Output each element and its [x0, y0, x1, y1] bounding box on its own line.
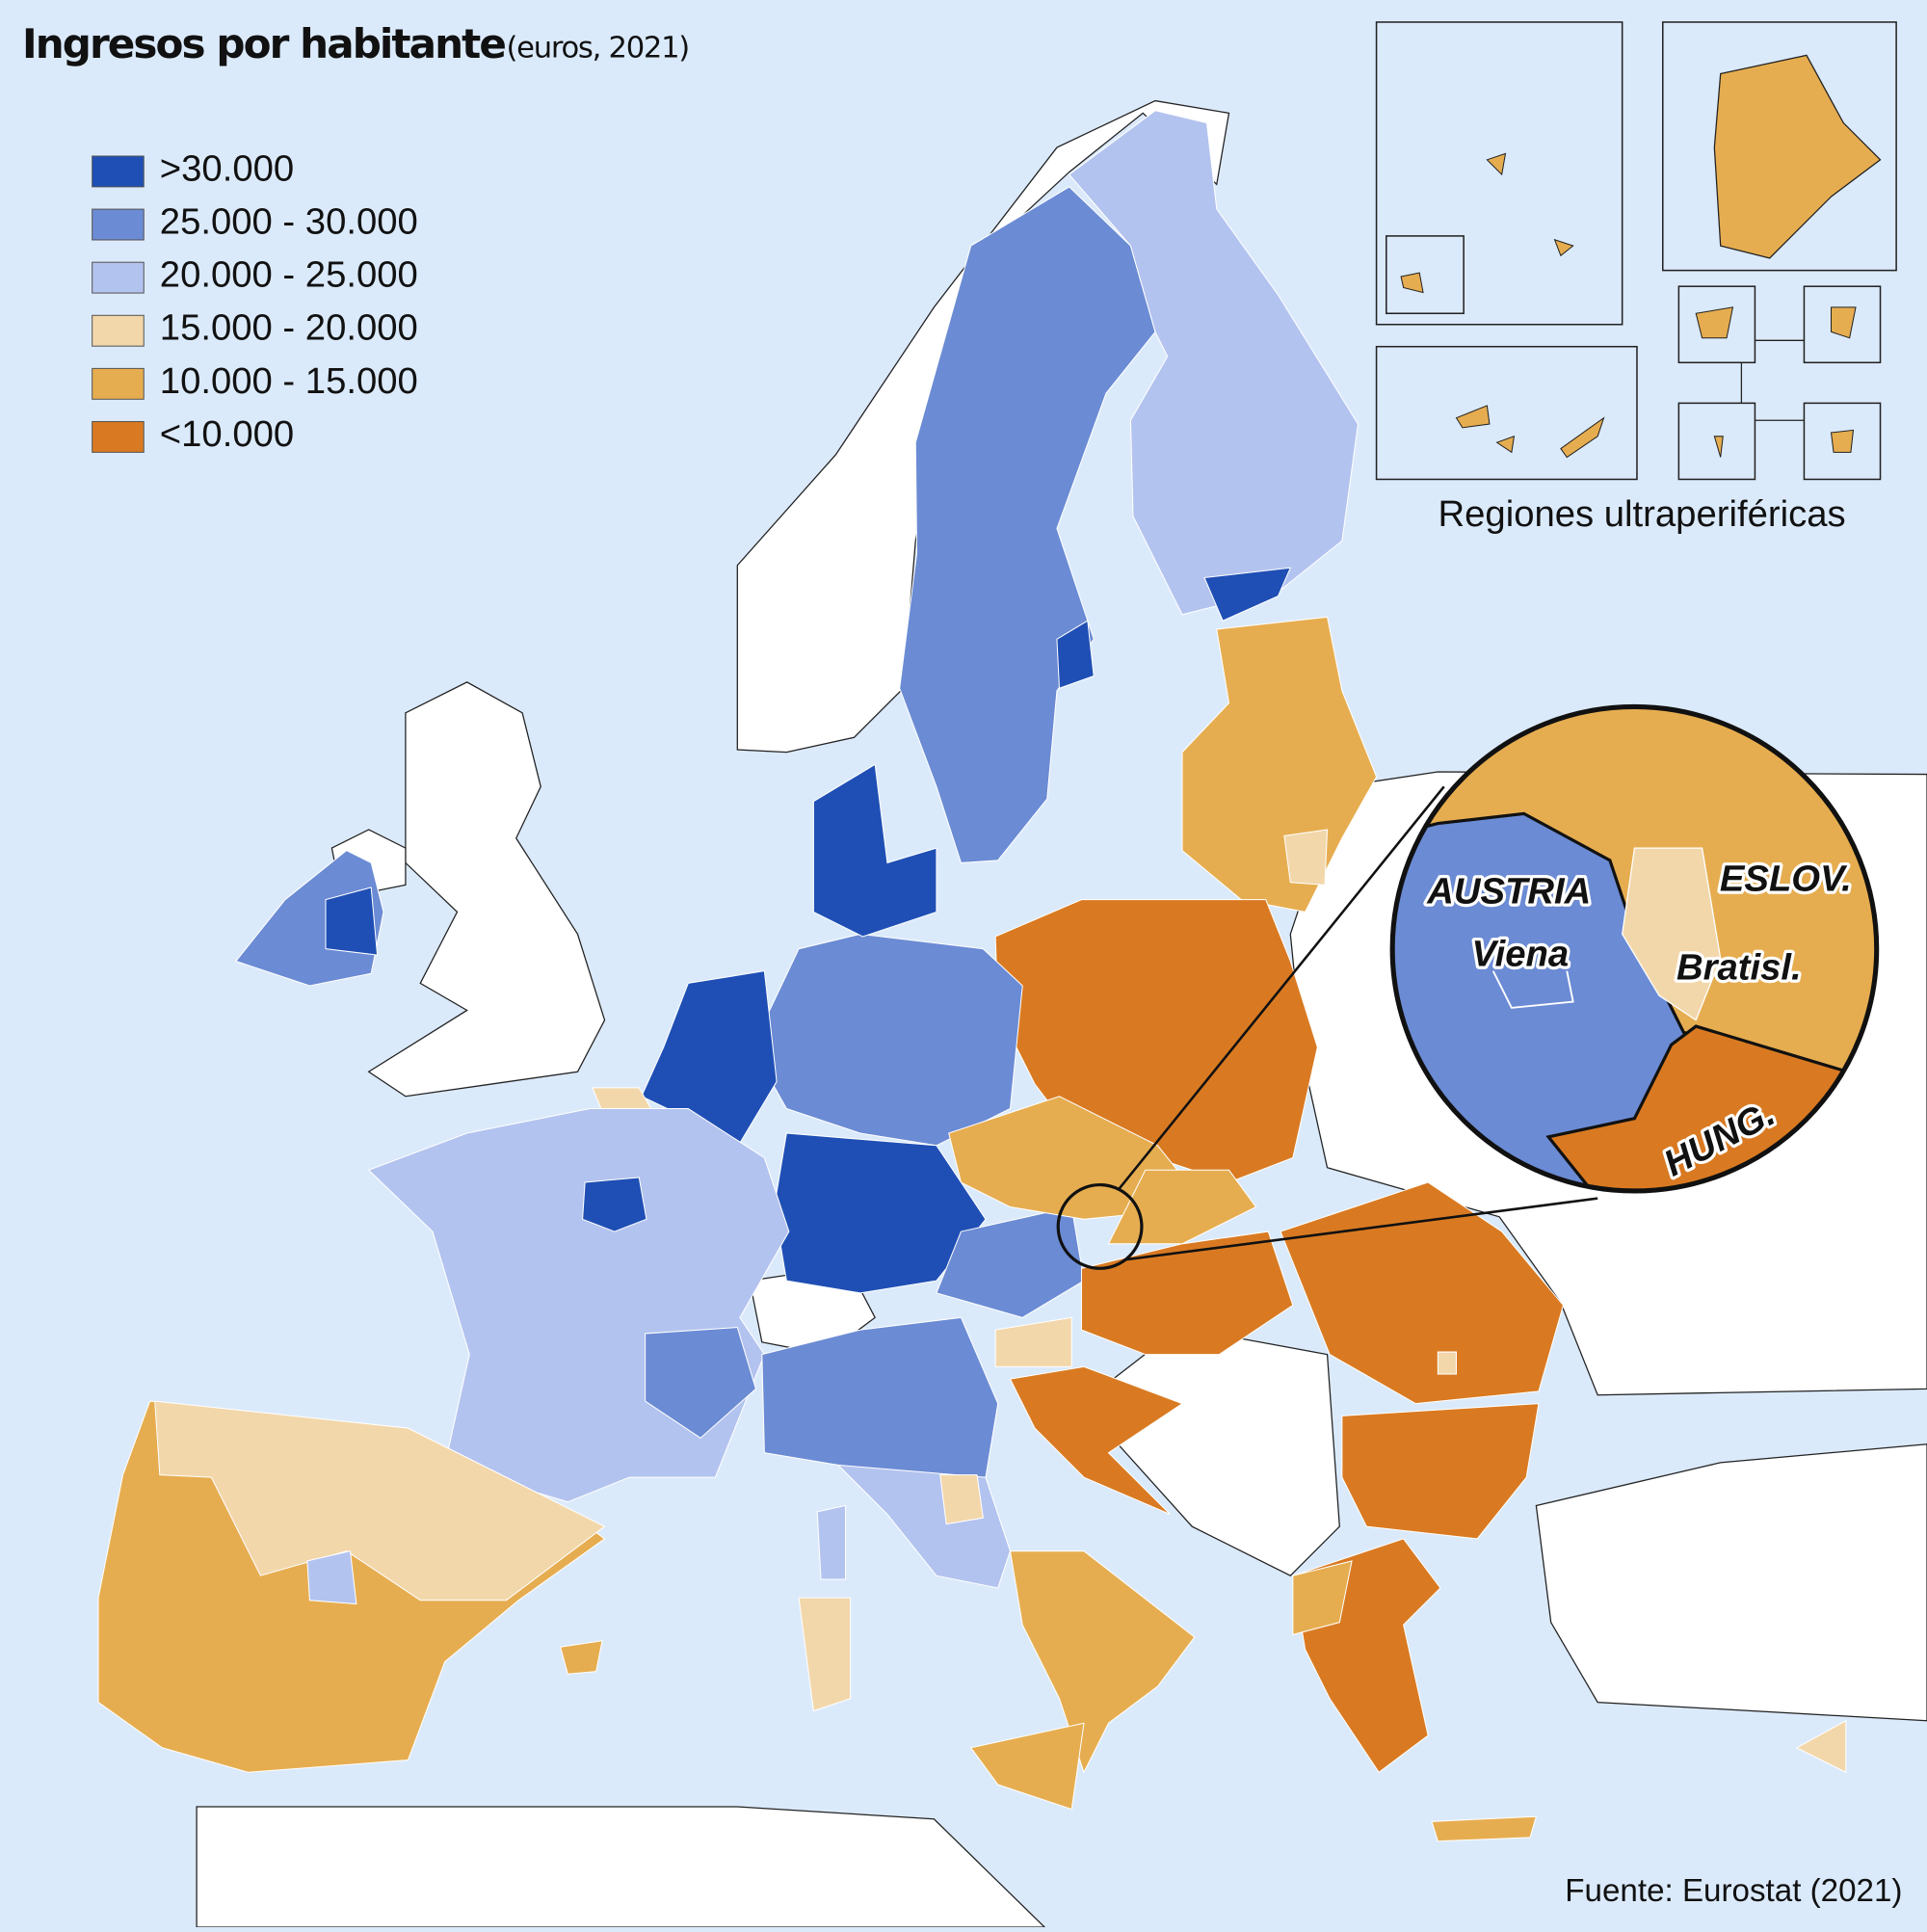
- non-eu-land: [736, 99, 1230, 754]
- zoom-frame: [1389, 703, 1880, 1194]
- region: [325, 887, 379, 956]
- inset-region: [1553, 238, 1574, 257]
- zoom-label: Viena: [1471, 933, 1569, 974]
- region: [645, 1327, 757, 1439]
- region: [1056, 620, 1095, 689]
- region: [1009, 1550, 1196, 1774]
- region: [1292, 1560, 1353, 1636]
- region: [798, 1597, 852, 1712]
- legend-label: <10.000: [160, 413, 294, 455]
- inset-region: [1830, 306, 1857, 339]
- inset-frame: [1375, 345, 1638, 481]
- region: [1341, 1403, 1540, 1540]
- region: [559, 1640, 603, 1675]
- region: [1009, 1365, 1184, 1515]
- region: [154, 1400, 606, 1601]
- legend-label: 25.000 - 30.000: [160, 201, 418, 243]
- inset-region: [1486, 152, 1507, 176]
- inset-region: [1695, 306, 1734, 339]
- non-eu-land: [367, 681, 606, 1098]
- inset-region: [1713, 436, 1724, 458]
- region: [812, 763, 937, 938]
- insets: [1375, 21, 1897, 481]
- legend-swatch: [92, 155, 145, 188]
- region: [1280, 1181, 1565, 1405]
- inset-region: [1713, 54, 1882, 259]
- inset-region: [1495, 436, 1516, 454]
- legend-label: 15.000 - 20.000: [160, 307, 418, 349]
- legend-label: 10.000 - 15.000: [160, 360, 418, 402]
- legend-swatch: [92, 314, 145, 347]
- region: [939, 1474, 984, 1525]
- legend-label: 20.000 - 25.000: [160, 254, 418, 296]
- legend-swatch: [92, 261, 145, 294]
- region: [1431, 1815, 1538, 1842]
- region: [1437, 1351, 1457, 1375]
- legend-label: >30.000: [160, 147, 294, 189]
- legend-swatch: [92, 208, 145, 241]
- zoom-line: [1123, 1197, 1598, 1261]
- zoom-view: [1392, 706, 1877, 1191]
- zoom-label: AUSTRIA: [1426, 870, 1591, 912]
- zoom-label: Bratisl.: [1676, 946, 1802, 988]
- inset-region: [1560, 416, 1605, 459]
- region: [235, 850, 384, 987]
- region: [1181, 616, 1378, 913]
- region: [1795, 1719, 1847, 1774]
- inset-region: [1830, 429, 1855, 453]
- inset-frame: [1386, 235, 1465, 315]
- legend-swatch: [92, 367, 145, 400]
- zoom-region: [1622, 847, 1722, 1021]
- region: [582, 1177, 647, 1232]
- non-eu-land: [196, 1806, 1046, 1928]
- zoom-line: [1117, 785, 1445, 1191]
- legend: >30.000 25.000 - 30.000 20.000 - 25.000 15.…: [92, 147, 418, 455]
- region: [994, 1316, 1072, 1367]
- zoom-source: [1056, 1182, 1144, 1270]
- insets-label: Regiones ultraperiféricas: [1439, 493, 1846, 535]
- region: [1283, 829, 1329, 886]
- source: Fuente: Eurostat (2021): [1565, 1873, 1902, 1909]
- region: [1080, 1231, 1294, 1356]
- region: [306, 1550, 357, 1605]
- subtitle: (euros, 2021): [507, 32, 689, 66]
- region: [816, 1504, 847, 1580]
- region: [969, 1722, 1085, 1811]
- region: [1107, 1169, 1257, 1245]
- title: Ingresos por habitante: [22, 20, 505, 67]
- inset-region: [1400, 272, 1424, 294]
- zoom-label: ESLOV.: [1720, 859, 1852, 900]
- zoom-border: [1491, 970, 1574, 1009]
- non-eu-land: [1535, 1443, 1927, 1722]
- legend-swatch: [92, 420, 145, 453]
- inset-region: [1455, 405, 1491, 429]
- region: [1203, 567, 1292, 622]
